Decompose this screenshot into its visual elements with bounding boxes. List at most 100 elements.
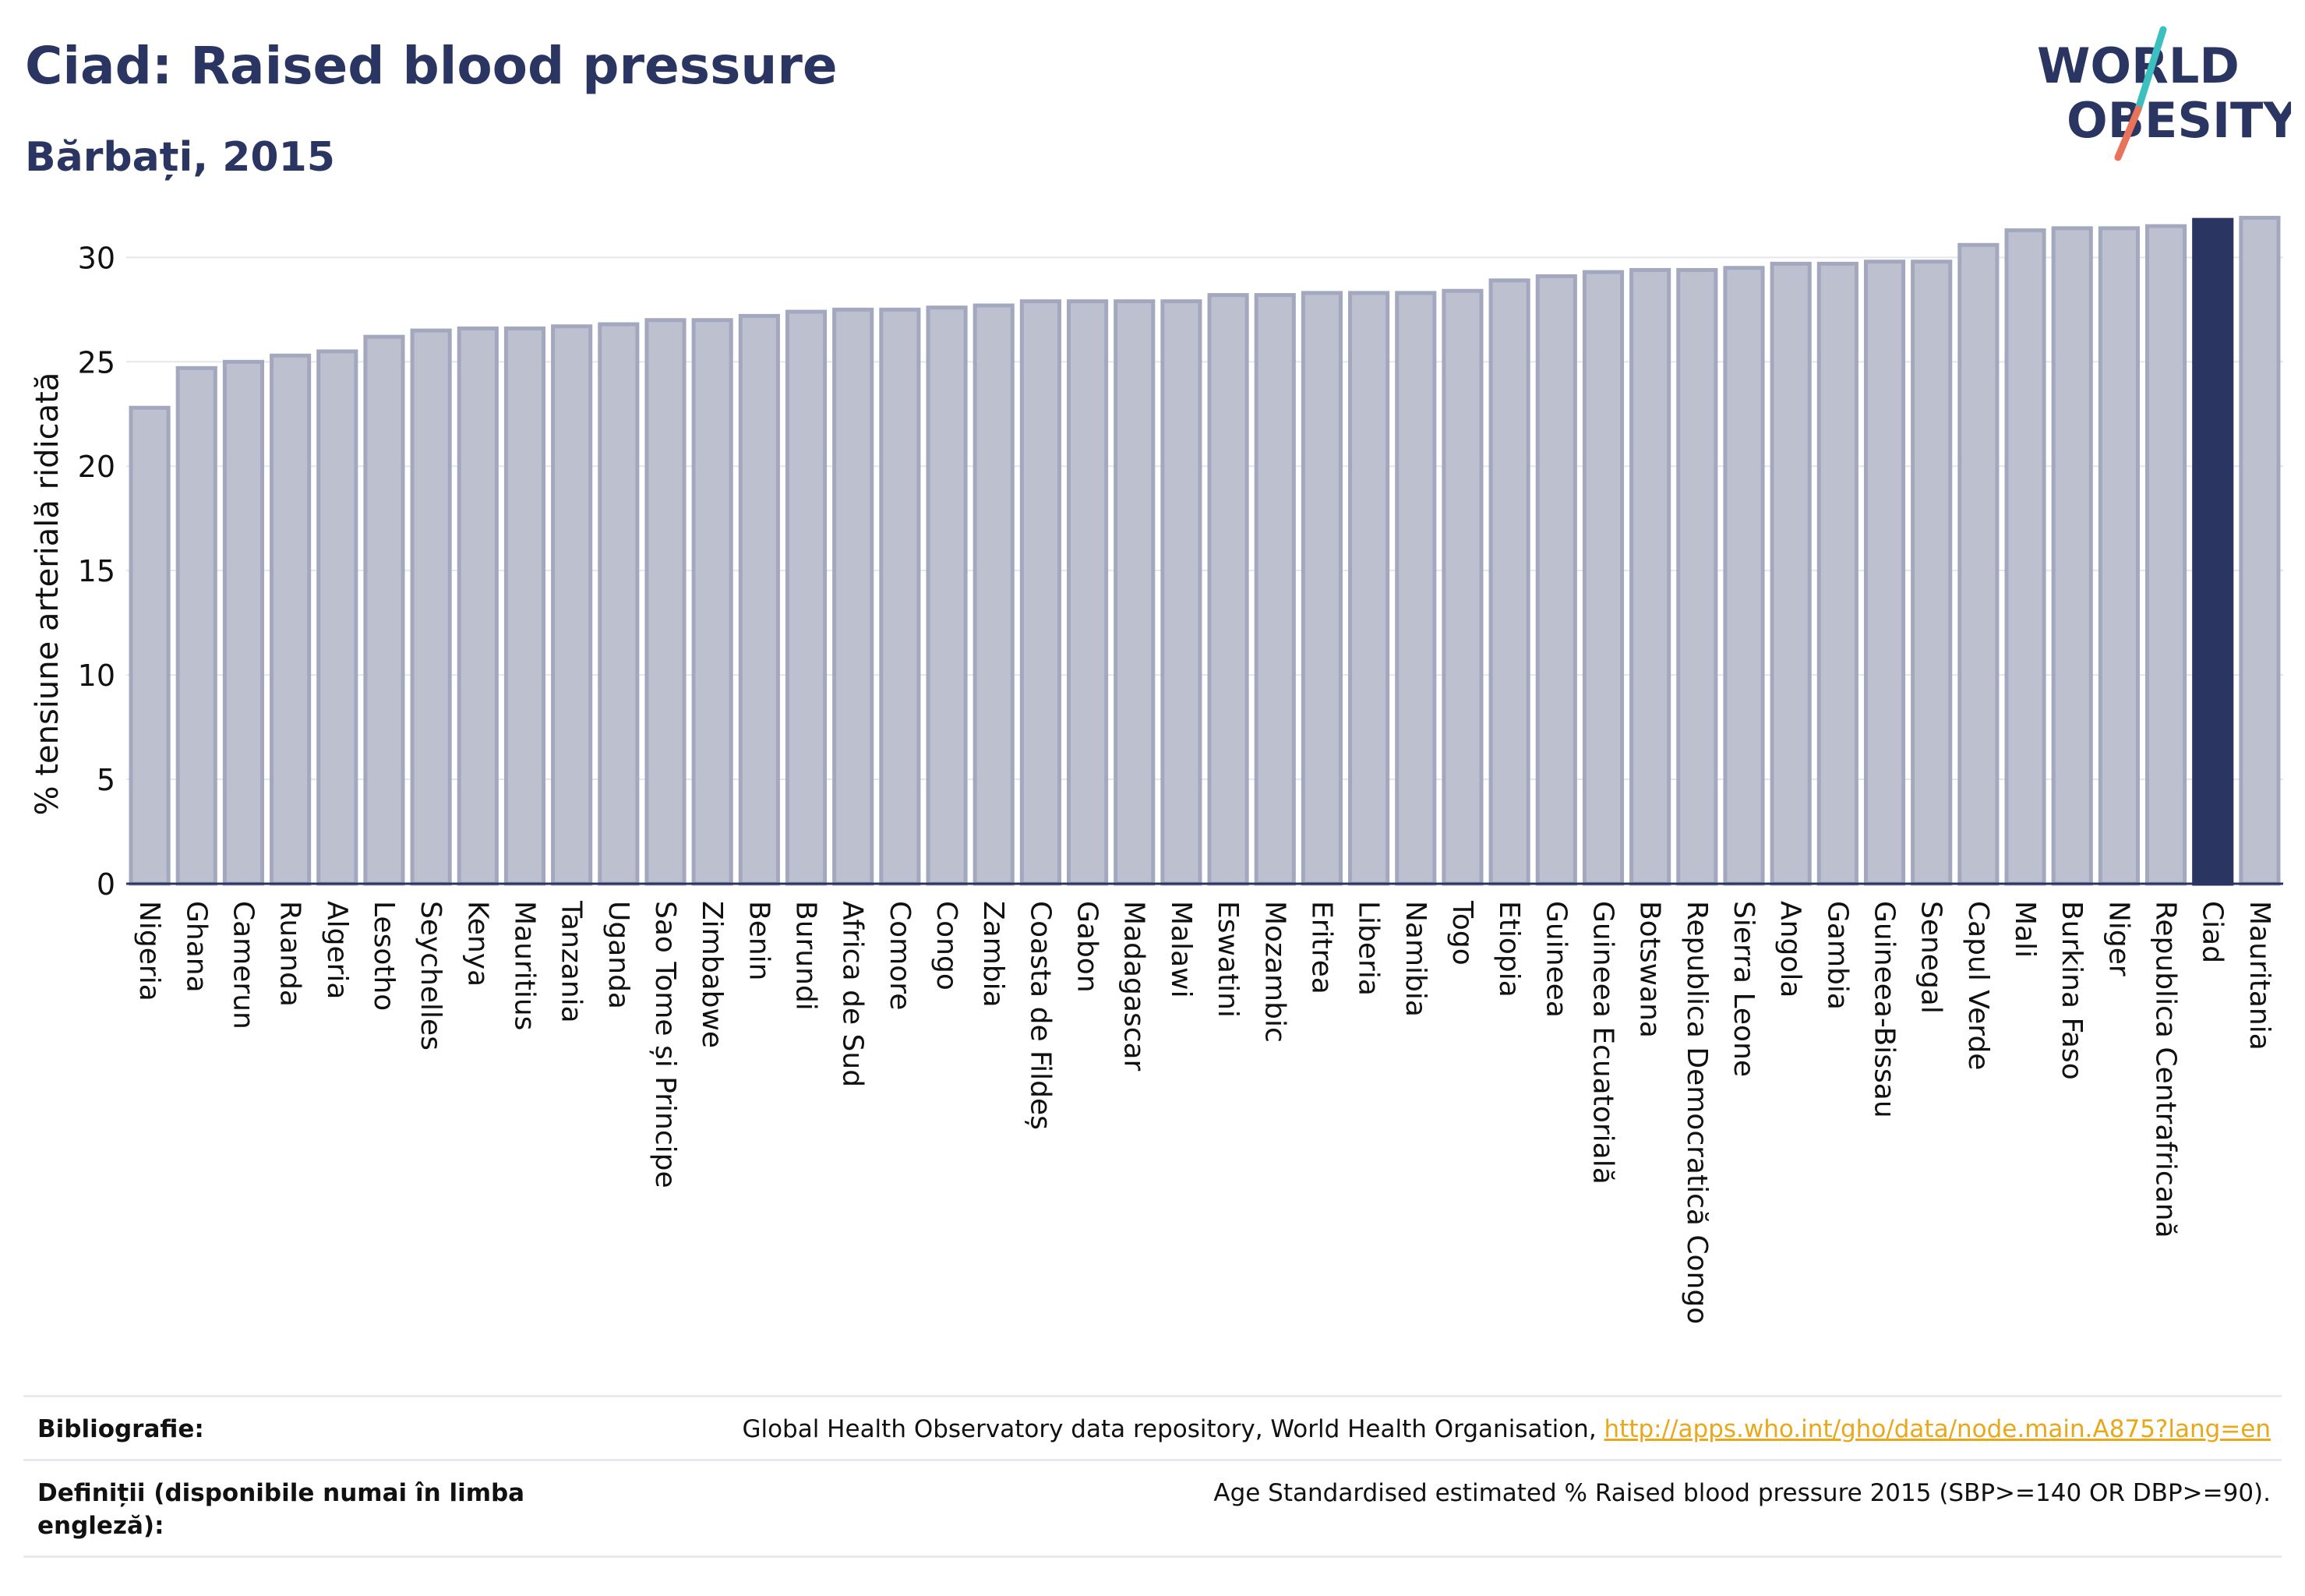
bar[interactable]	[2051, 226, 2093, 886]
chart-title: Ciad: Raised blood pressure	[25, 36, 838, 96]
bar[interactable]	[879, 307, 921, 886]
x-tick-label: Africa de Sud	[837, 901, 869, 1087]
x-tick-label: Tanzania	[556, 900, 588, 1023]
bar[interactable]	[785, 309, 828, 886]
bar[interactable]	[551, 324, 593, 886]
y-axis-label: % tensiune arterială ridicată	[30, 373, 65, 816]
bar[interactable]	[1207, 293, 1249, 886]
x-tick-label: Zambia	[977, 901, 1009, 1008]
bar[interactable]	[1816, 261, 1858, 886]
bar[interactable]	[1301, 291, 1343, 886]
x-tick-label: Gabon	[1071, 901, 1103, 993]
x-tick-label: Namibia	[1400, 901, 1431, 1017]
bar[interactable]	[1114, 299, 1156, 886]
bar[interactable]	[222, 359, 265, 886]
bar[interactable]	[503, 326, 546, 886]
x-tick-label: Kenya	[461, 901, 493, 987]
bar[interactable]	[738, 313, 780, 886]
bar[interactable]	[1442, 288, 1484, 886]
x-tick-label: Guineea	[1540, 901, 1572, 1018]
definitions-row: Definiții (disponibile numai în limba en…	[23, 1459, 2282, 1558]
x-tick-label: Guineea Ecuatorială	[1587, 901, 1618, 1185]
x-tick-label: Algeria	[321, 901, 353, 1000]
bar[interactable]	[316, 349, 358, 886]
bar[interactable]	[410, 328, 452, 886]
bar[interactable]	[1723, 266, 1765, 886]
x-tick-label: Ciad	[2197, 901, 2229, 963]
y-tick-label: 20	[78, 450, 115, 484]
x-tick-label: Ruanda	[274, 901, 306, 1007]
bar[interactable]	[1395, 291, 1437, 886]
x-tick-label: Eswatini	[1212, 901, 1244, 1018]
x-tick-label: Uganda	[602, 901, 634, 1009]
bibliography-value: Global Health Observatory data repositor…	[742, 1413, 2271, 1446]
bar[interactable]	[129, 405, 171, 886]
y-tick-label: 25	[78, 345, 115, 380]
bar[interactable]	[1160, 299, 1202, 886]
x-tick-label: Lesotho	[368, 901, 400, 1011]
chart-subtitle: Bărbați, 2015	[25, 134, 335, 181]
bar[interactable]	[175, 365, 217, 886]
bar-layer	[129, 215, 2281, 886]
y-tick-layer: 0 5 10 15 20 25 30	[78, 241, 115, 902]
bar[interactable]	[832, 307, 874, 886]
bar-chart: 0 5 10 15 20 25 30 Nigeria Ghana Camerun Ruanda Al…	[30, 215, 2283, 1324]
bar[interactable]	[1019, 299, 1061, 886]
bar[interactable]	[1582, 270, 1625, 886]
x-tick-label: Etiopia	[1493, 901, 1525, 998]
bar[interactable]	[644, 318, 687, 886]
bar[interactable]	[1911, 260, 1953, 886]
x-tick-layer: Nigeria Ghana Camerun Ruanda Algeria Lesotho S…	[133, 900, 2275, 1324]
bar[interactable]	[1348, 291, 1390, 886]
x-tick-label: Ghana	[180, 901, 212, 993]
footer-bottom-rule	[23, 1555, 2282, 1558]
bar[interactable]	[2144, 224, 2187, 886]
bibliography-row: Bibliografie: Global Health Observatory …	[23, 1395, 2282, 1461]
x-tick-label: Mali	[2009, 901, 2041, 958]
y-tick-label: 10	[78, 659, 115, 693]
world-obesity-logo: WORLD OBESITY	[2037, 26, 2291, 161]
x-tick-label: Niger	[2102, 901, 2134, 976]
bar[interactable]	[1066, 299, 1109, 886]
bar[interactable]	[457, 326, 499, 886]
bar[interactable]	[270, 353, 312, 886]
bar[interactable]	[598, 322, 640, 886]
x-tick-label: Burundi	[790, 901, 822, 1011]
bar[interactable]	[926, 305, 968, 886]
bar[interactable]	[1535, 274, 1577, 886]
x-tick-label: Mozambic	[1258, 901, 1290, 1043]
x-tick-label: Madagascar	[1118, 901, 1150, 1072]
bar[interactable]	[1629, 267, 1671, 886]
y-tick-label: 15	[78, 554, 115, 588]
bar[interactable]	[972, 303, 1015, 886]
bar[interactable]	[1254, 293, 1296, 886]
bar[interactable]	[1863, 260, 1906, 886]
x-tick-label: Guineea-Bissau	[1869, 901, 1901, 1118]
x-tick-label: Togo	[1446, 900, 1478, 966]
bar[interactable]	[2098, 226, 2140, 886]
x-tick-label: Senegal	[1915, 901, 1947, 1014]
x-tick-label: Gambia	[1821, 901, 1853, 1010]
bar[interactable]	[2192, 217, 2234, 886]
bibliography-label: Bibliografie:	[37, 1415, 204, 1443]
x-tick-label: Eritrea	[1305, 901, 1337, 994]
bibliography-link[interactable]: http://apps.who.int/gho/data/node.main.A…	[1604, 1415, 2271, 1443]
x-tick-label: Congo	[930, 901, 962, 990]
x-tick-label: Republica Democratică Congo	[1681, 901, 1713, 1324]
x-tick-label: Botswana	[1634, 901, 1666, 1038]
x-tick-label: Nigeria	[133, 901, 165, 1001]
bar[interactable]	[363, 334, 405, 886]
bar[interactable]	[691, 318, 733, 886]
bar[interactable]	[1770, 261, 1812, 886]
x-tick-label: Coasta de Fildeș	[1024, 901, 1056, 1130]
bar[interactable]	[1957, 242, 2000, 886]
bar[interactable]	[2004, 228, 2046, 886]
bar[interactable]	[1676, 267, 1718, 886]
logo-slash-top	[2134, 26, 2167, 113]
logo-slash-bottom	[2114, 105, 2142, 161]
x-tick-label: Mauritius	[508, 901, 540, 1030]
x-tick-label: Malawi	[1165, 901, 1197, 998]
bar[interactable]	[1488, 278, 1530, 886]
definitions-value: Age Standardised estimated % Raised bloo…	[1213, 1479, 2271, 1507]
bar[interactable]	[2239, 215, 2281, 886]
